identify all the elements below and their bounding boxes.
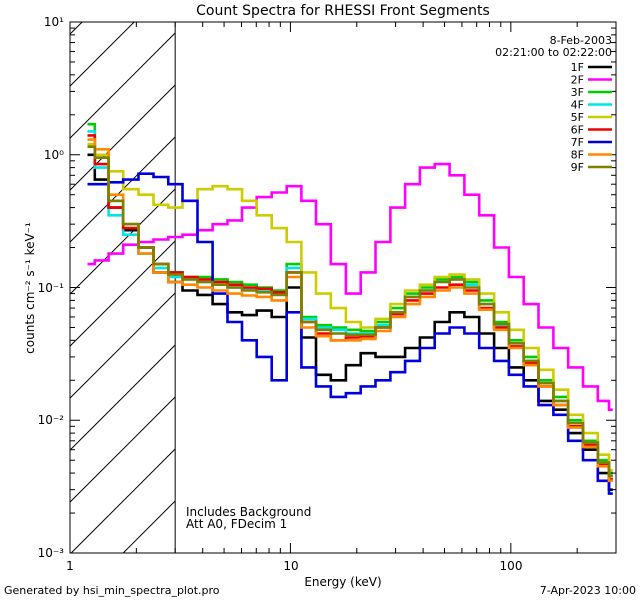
- hatched-region: [69, 21, 176, 554]
- x-axis-label: Energy (keV): [304, 575, 381, 589]
- hatch-line: [122, 500, 176, 554]
- hatch-line: [69, 396, 176, 503]
- legend-label: 4F: [571, 99, 584, 112]
- legend-label: 5F: [571, 111, 584, 124]
- y-tick-label: 10¹: [44, 15, 64, 29]
- hatch-line: [69, 188, 176, 295]
- x-tick-labels: 1 10 100: [66, 559, 522, 573]
- series-line-9F: [87, 145, 613, 478]
- y-tick-label: 10⁻³: [38, 546, 65, 560]
- series-line-5F: [87, 142, 613, 472]
- hatch-line: [69, 21, 135, 87]
- hatch-line: [69, 344, 176, 451]
- legend-label: 1F: [571, 61, 584, 74]
- series-layer: [87, 122, 613, 495]
- y-tick-label: 10⁻¹: [38, 281, 65, 295]
- legend-label: 9F: [571, 161, 584, 174]
- plot-frame: [69, 21, 617, 554]
- time-range-label: 02:21:00 to 02:22:00: [495, 46, 612, 59]
- y-axis-label: counts cm⁻² s⁻¹ keV⁻¹: [23, 222, 37, 354]
- footer-generated-by: Generated by hsi_min_spectra_plot.pro: [4, 584, 220, 597]
- chart-title: Count Spectra for RHESSI Front Segments: [196, 3, 490, 19]
- date-label: 8-Feb-2003: [550, 34, 612, 47]
- hatch-line: [69, 240, 176, 347]
- annotation-attenuator: Att A0, FDecim 1: [186, 517, 287, 531]
- x-tick-label: 1: [66, 559, 74, 573]
- y-tick-label: 10⁻²: [38, 413, 65, 427]
- legend-label: 6F: [571, 124, 584, 137]
- hatch-line: [69, 292, 176, 399]
- footer-date: 7-Apr-2023 10:00: [540, 584, 636, 597]
- series-line-8F: [87, 138, 613, 483]
- hatch-line: [69, 32, 176, 139]
- legend-label: 8F: [571, 149, 584, 162]
- y-tick-label: 10⁰: [44, 148, 64, 162]
- series-line-2F: [87, 162, 613, 411]
- legend-label: 7F: [571, 136, 584, 149]
- hatch-line: [69, 21, 83, 35]
- y-tick-labels: 10⁻³ 10⁻² 10⁻¹ 10⁰ 10¹: [38, 15, 65, 560]
- x-tick-label: 10: [283, 559, 298, 573]
- legend-label: 3F: [571, 86, 584, 99]
- axes: [69, 21, 617, 554]
- hatch-line: [70, 448, 176, 554]
- hatch-line: [69, 84, 176, 191]
- annotation-background: Includes Background: [186, 505, 311, 519]
- legend-label: 2F: [571, 74, 584, 87]
- x-tick-label: 100: [500, 559, 523, 573]
- series-line-6F: [87, 134, 613, 481]
